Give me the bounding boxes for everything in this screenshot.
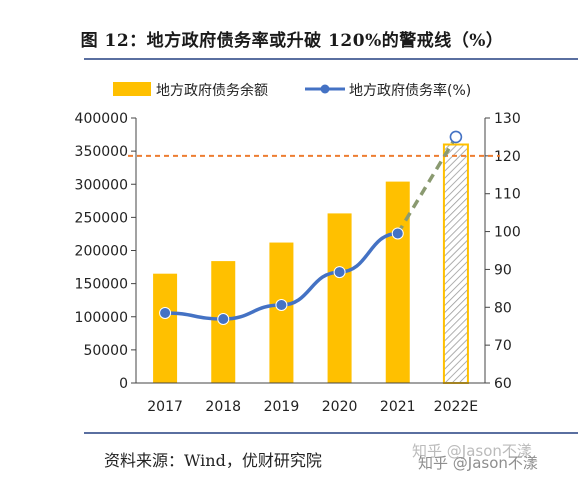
left-tick-label: 200000 <box>75 244 128 260</box>
debt-ratio-line <box>159 130 463 326</box>
debt-ratio-point <box>333 266 346 279</box>
bars <box>153 143 469 384</box>
right-tick-label: 80 <box>494 300 512 316</box>
bar-projected <box>442 143 469 384</box>
x-tick-label: 2020 <box>322 399 358 415</box>
right-tick-label: 70 <box>494 338 512 354</box>
right-tick-label: 120 <box>494 149 521 165</box>
debt-ratio-point <box>217 313 230 326</box>
legend-bar-label: 地方政府债务余额 <box>156 82 268 99</box>
chart: 地方政府债务余额 地方政府债务率(%) 0 50000 100000 150000 20… <box>75 82 521 415</box>
left-axis-ticks: 0 50000 100000 150000 200000 250000 300000 3500… <box>75 111 136 392</box>
debt-ratio-line-projected <box>396 136 458 235</box>
legend-line-marker <box>320 84 330 94</box>
legend-line-label: 地方政府债务率(%) <box>349 82 471 99</box>
debt-ratio-point <box>391 227 404 240</box>
bar <box>327 213 352 383</box>
x-tick-label: 2019 <box>264 399 300 415</box>
legend: 地方政府债务余额 地方政府债务率(%) <box>113 82 471 99</box>
left-tick-label: 300000 <box>75 177 128 193</box>
left-tick-label: 150000 <box>75 277 128 293</box>
title-rule <box>84 58 578 60</box>
right-tick-label: 110 <box>494 187 521 203</box>
right-axis-ticks: 60 70 80 90 100 110 120 130 <box>485 111 521 392</box>
debt-ratio-point-projected <box>449 130 463 144</box>
left-tick-label: 400000 <box>75 111 128 127</box>
left-tick-label: 100000 <box>75 310 128 326</box>
left-tick-label: 0 <box>119 376 128 392</box>
right-tick-label: 90 <box>494 262 512 278</box>
x-tick-label: 2022E <box>434 399 478 415</box>
left-tick-label: 250000 <box>75 210 128 226</box>
left-tick-label: 50000 <box>83 343 128 359</box>
x-axis-labels: 2017 2018 2019 2020 2021 2022E <box>147 399 478 415</box>
right-tick-label: 130 <box>494 111 521 127</box>
right-tick-label: 100 <box>494 225 521 241</box>
left-tick-label: 350000 <box>75 144 128 160</box>
watermark: 知乎 @Jason不漾 <box>412 442 532 460</box>
right-tick-label: 60 <box>494 376 512 392</box>
debt-ratio-point <box>159 306 172 319</box>
source-note: 资料来源：Wind，优财研究院 <box>104 451 322 470</box>
x-tick-label: 2017 <box>147 399 183 415</box>
x-tick-label: 2021 <box>380 399 416 415</box>
debt-ratio-point <box>275 299 288 312</box>
watermark-shadow: 知乎 @Jason不漾 <box>418 454 538 472</box>
source-rule <box>84 432 578 434</box>
figure-title: 图 12：地方政府债务率或升破 120%的警戒线（%） <box>80 31 504 51</box>
x-tick-label: 2018 <box>205 399 241 415</box>
axes <box>135 118 486 384</box>
bar <box>269 242 294 383</box>
legend-bar-swatch <box>113 82 151 96</box>
bar <box>385 181 410 383</box>
bar <box>153 273 178 383</box>
